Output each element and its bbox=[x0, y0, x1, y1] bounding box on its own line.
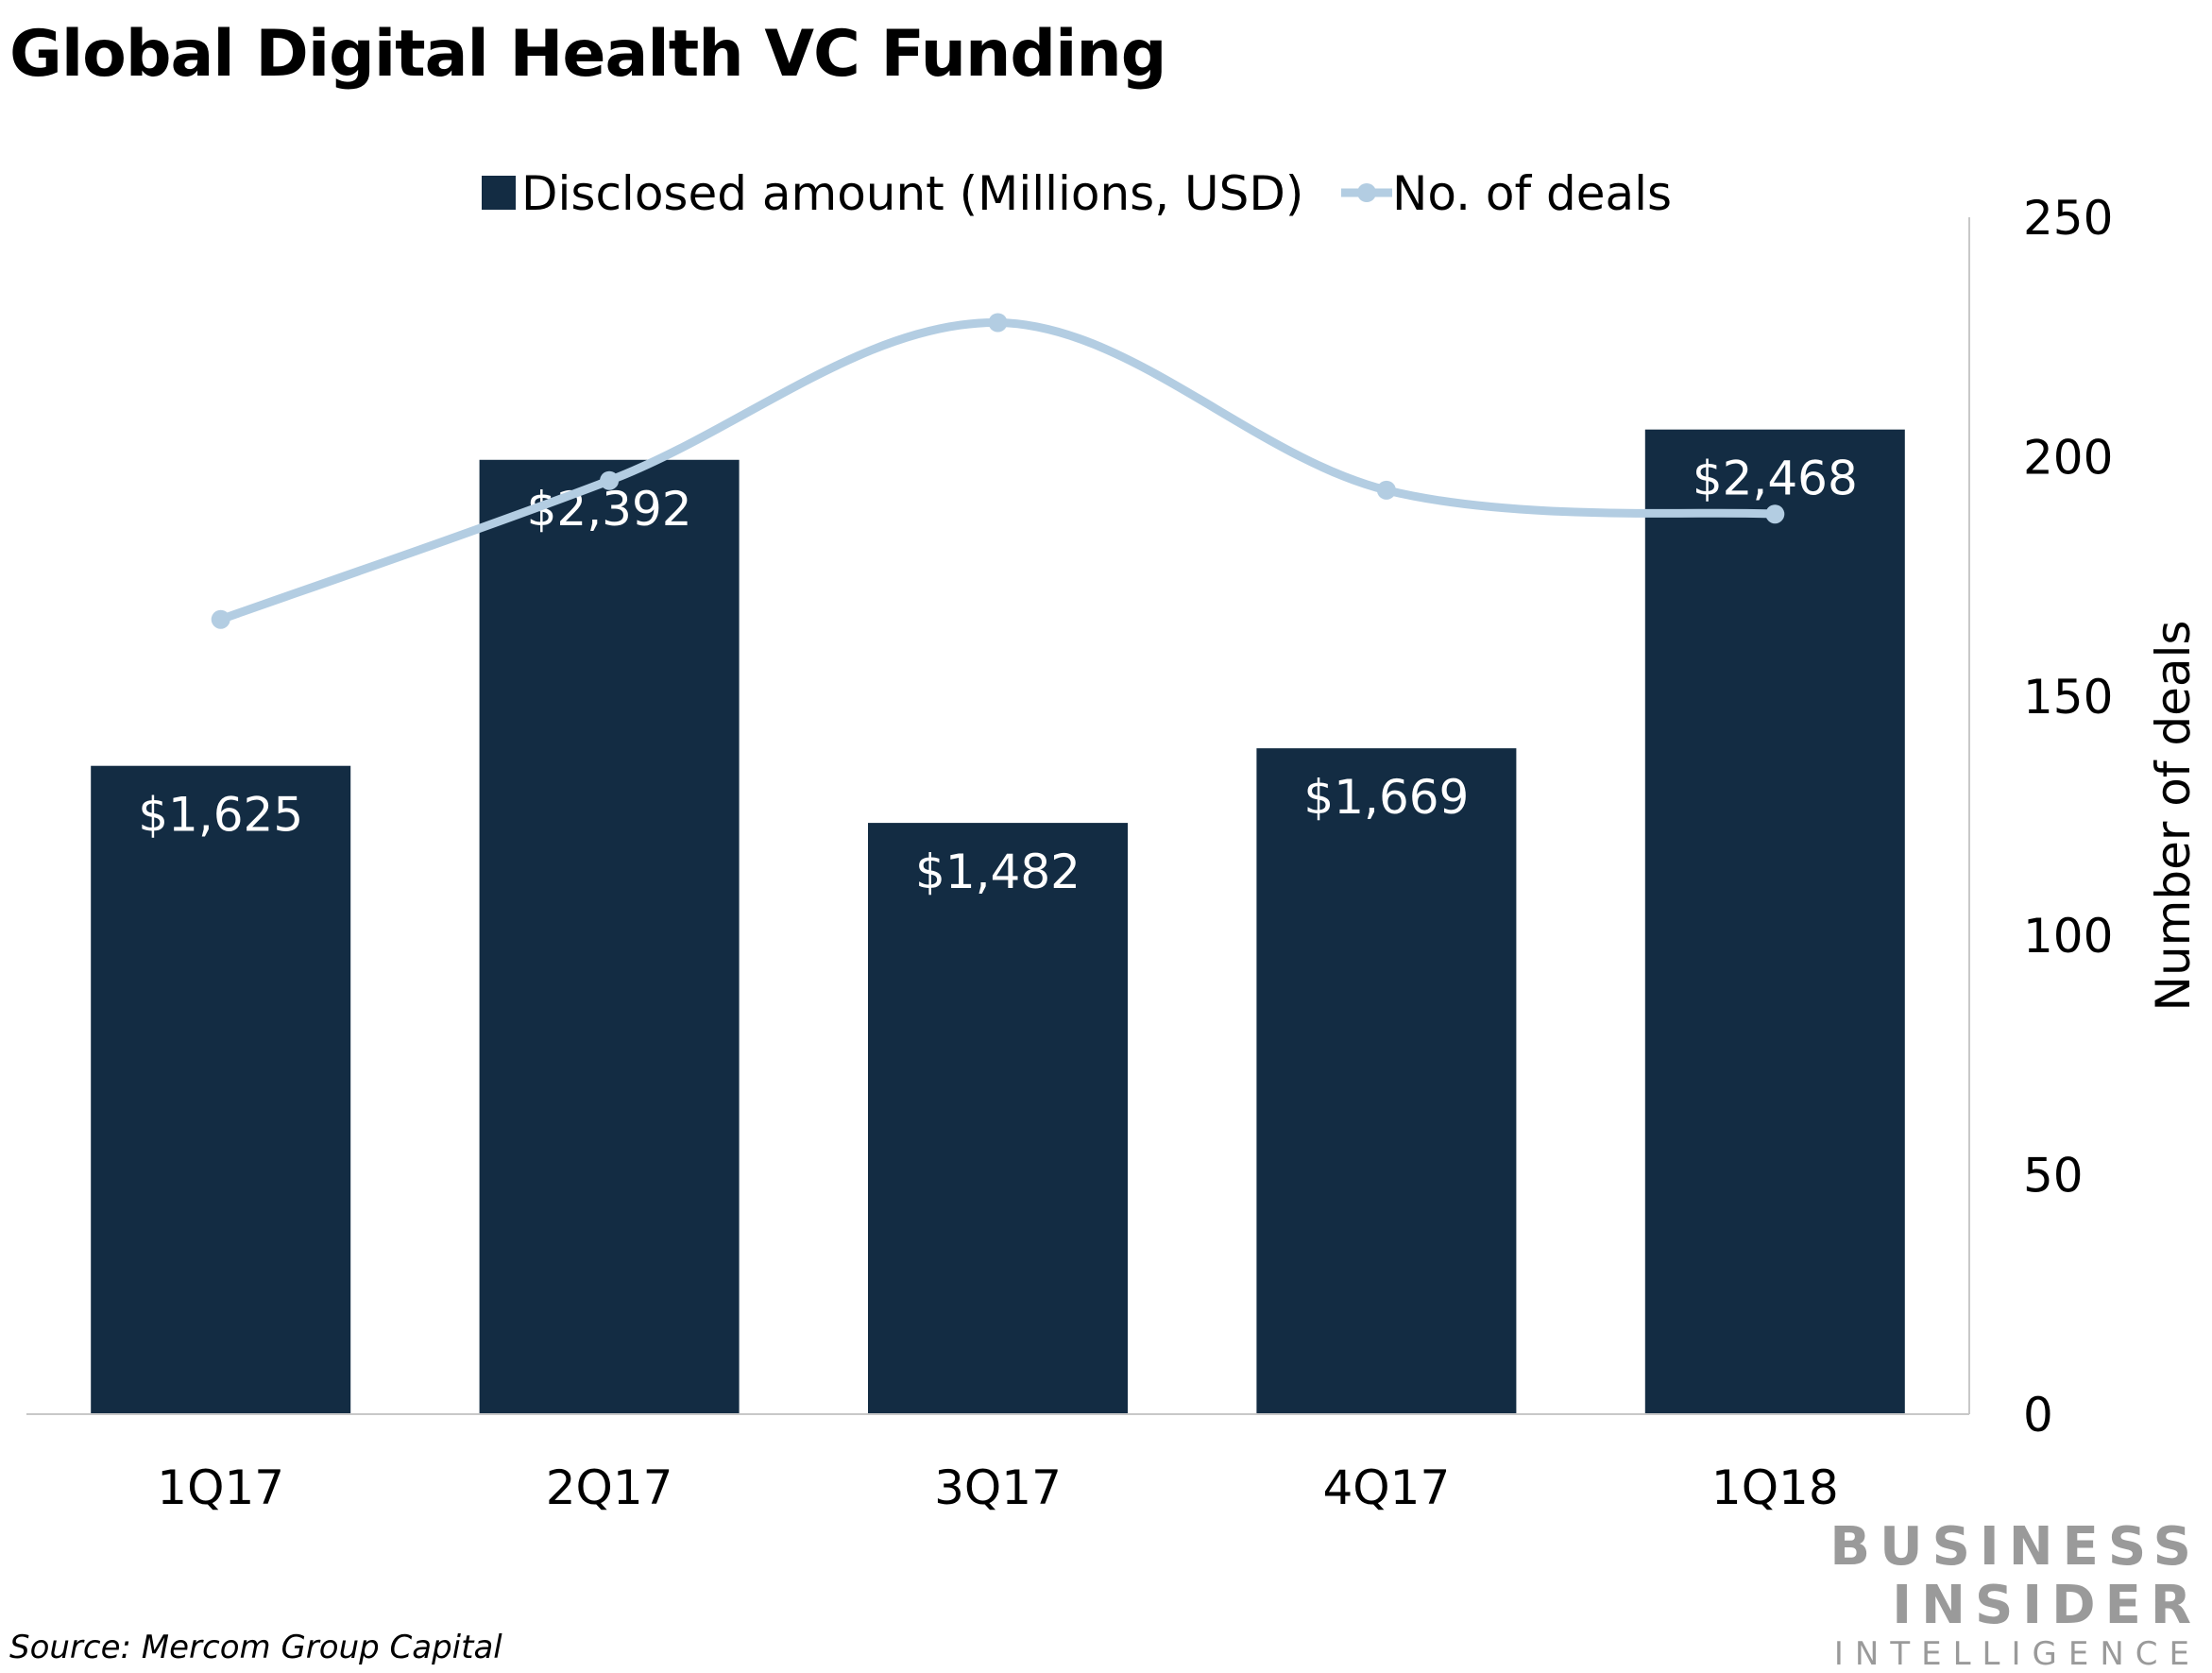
x-tick-2Q17: 2Q17 bbox=[546, 1460, 673, 1515]
y-right-axis-title: Number of deals bbox=[2146, 621, 2201, 1012]
brand-line-1: BUSINESS bbox=[1829, 1516, 2201, 1578]
x-tick-3Q17: 3Q17 bbox=[934, 1460, 1062, 1515]
y-right-tick-200: 200 bbox=[2023, 430, 2113, 485]
deals-point-1Q18 bbox=[1765, 504, 1785, 524]
y-right-tick-150: 150 bbox=[2023, 670, 2113, 725]
legend: Disclosed amount (Millions, USD) No. of d… bbox=[482, 166, 1672, 221]
bar-label-2Q17: $2,392 bbox=[527, 482, 692, 537]
bar-4Q17 bbox=[1256, 748, 1517, 1414]
chart-title: Global Digital Health VC Funding bbox=[9, 17, 1166, 92]
brand-line-3: INTELLIGENCE bbox=[1833, 1635, 2201, 1673]
legend-label-disclosed-amount: Disclosed amount (Millions, USD) bbox=[521, 166, 1303, 221]
legend-label-deals: No. of deals bbox=[1392, 166, 1672, 221]
x-tick-4Q17: 4Q17 bbox=[1323, 1460, 1451, 1515]
bar-3Q17 bbox=[868, 823, 1128, 1414]
bar-2Q17 bbox=[479, 459, 740, 1414]
legend-swatch-disclosed-amount bbox=[482, 176, 516, 210]
bar-label-1Q18: $2,468 bbox=[1693, 452, 1858, 506]
y-right-tick-0: 0 bbox=[2023, 1388, 2053, 1443]
deals-point-1Q17 bbox=[211, 609, 230, 629]
bar-label-4Q17: $1,669 bbox=[1303, 770, 1469, 825]
bar-label-3Q17: $1,482 bbox=[915, 845, 1080, 899]
brand-line-2: INSIDER bbox=[1892, 1575, 2201, 1636]
deals-point-3Q17 bbox=[988, 313, 1008, 333]
brand-logo: BUSINESS INSIDER INTELLIGENCE bbox=[1829, 1516, 2201, 1673]
deals-line-layer bbox=[211, 313, 1785, 629]
bar-1Q17 bbox=[91, 765, 351, 1414]
deals-line bbox=[216, 317, 1779, 624]
bar-label-1Q17: $1,625 bbox=[138, 788, 303, 843]
source-note: Source: Mercom Group Capital bbox=[9, 1629, 502, 1666]
bars-layer: $1,625 $2,392 $1,482 $1,669 $2,468 bbox=[91, 429, 1905, 1414]
legend-swatch-deals-marker bbox=[1357, 183, 1376, 202]
bar-1Q18 bbox=[1644, 429, 1905, 1414]
y-right-tick-250: 250 bbox=[2023, 191, 2113, 246]
x-tick-1Q17: 1Q17 bbox=[157, 1460, 284, 1515]
deals-point-2Q17 bbox=[600, 470, 620, 490]
x-tick-1Q18: 1Q18 bbox=[1711, 1460, 1839, 1515]
axes-layer: 1Q17 2Q17 3Q17 4Q17 1Q18 0 50 100 150 200 250 Numbe… bbox=[26, 191, 2201, 1515]
y-right-tick-50: 50 bbox=[2023, 1149, 2084, 1204]
y-right-tick-100: 100 bbox=[2023, 909, 2113, 964]
deals-point-4Q17 bbox=[1376, 480, 1396, 500]
